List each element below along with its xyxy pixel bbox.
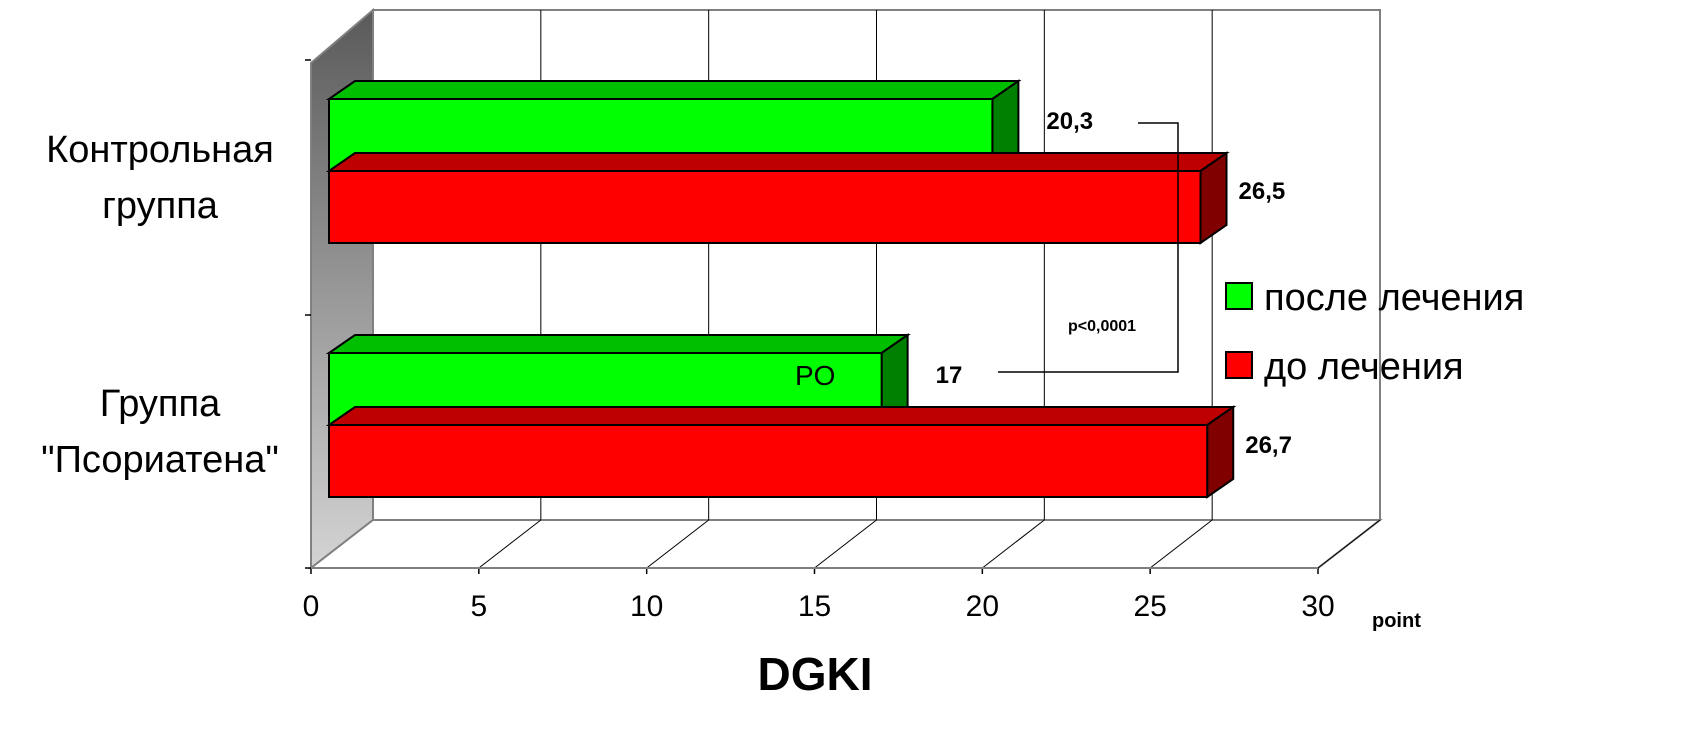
x-tick-label: 25 bbox=[1133, 590, 1166, 623]
category-label: "Псориатена" bbox=[41, 439, 279, 481]
inbar-annotation: PO bbox=[795, 360, 835, 391]
significance-bracket bbox=[998, 122, 1179, 373]
data-label: 20,3 bbox=[1046, 108, 1093, 135]
floor-gridline bbox=[814, 519, 877, 569]
x-tick-label: 20 bbox=[966, 590, 999, 623]
x-axis-unit: point bbox=[1372, 610, 1421, 632]
legend-swatch bbox=[1225, 282, 1253, 310]
floor-gridline bbox=[982, 519, 1045, 569]
x-tick-label: 0 bbox=[303, 590, 320, 623]
floor-gridline bbox=[478, 519, 542, 569]
bar-top-0-0 bbox=[325, 80, 1022, 100]
x-tick-label: 15 bbox=[798, 590, 831, 623]
labels: 0 5 10 15 20 25 30 20,3 26,5 Контрольная группа 17 2… bbox=[41, 108, 1421, 700]
x-tick-label: 10 bbox=[630, 590, 663, 623]
data-label: 26,5 bbox=[1239, 178, 1286, 205]
bars bbox=[325, 79, 1237, 499]
bar-top-0-1 bbox=[325, 334, 911, 354]
legend-label: до лечения bbox=[1264, 346, 1464, 388]
x-tick-label: 5 bbox=[470, 590, 487, 623]
category-label: группа bbox=[102, 185, 219, 227]
x-axis-title: DGKI bbox=[758, 648, 873, 700]
x-tick-label: 30 bbox=[1301, 590, 1334, 623]
legend-swatch bbox=[1225, 351, 1253, 379]
legend-label: после лечения bbox=[1264, 277, 1524, 319]
category-label: Контрольная bbox=[46, 129, 274, 171]
bar-1-1 bbox=[328, 424, 1209, 498]
data-label: 17 bbox=[936, 362, 963, 389]
data-label: 26,7 bbox=[1245, 432, 1292, 459]
floor-gridline bbox=[1317, 519, 1381, 569]
bar-top-1-1 bbox=[325, 406, 1237, 426]
bar-top-1-0 bbox=[325, 152, 1230, 172]
floor-gridline bbox=[1149, 519, 1213, 569]
legend: после лечения до лечения bbox=[1225, 277, 1524, 388]
category-label: Группа bbox=[100, 383, 221, 425]
floor-gridline bbox=[646, 519, 709, 569]
p-value: p<0,0001 bbox=[1068, 318, 1136, 335]
bar-1-0 bbox=[328, 170, 1202, 244]
